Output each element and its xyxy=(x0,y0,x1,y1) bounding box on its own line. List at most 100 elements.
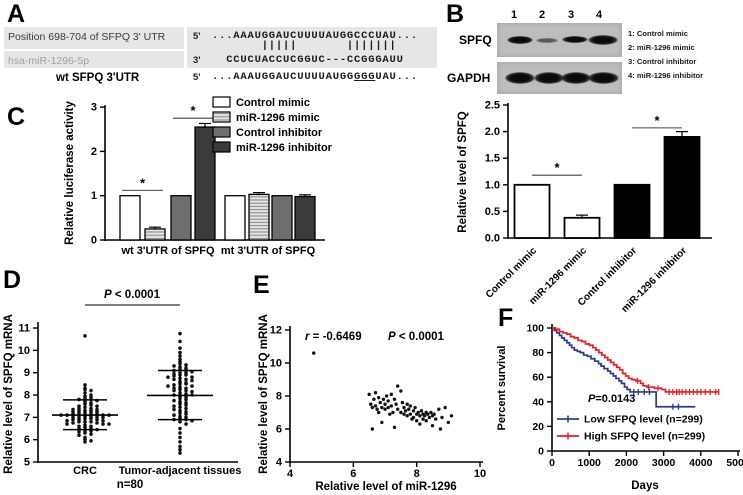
svg-text:4000: 4000 xyxy=(689,457,713,469)
svg-text:Control inhibitor: Control inhibitor xyxy=(236,127,323,139)
lane-number-2: 2 xyxy=(538,9,546,21)
seq-row1-end: 5' xyxy=(193,31,201,42)
svg-text:0.0: 0.0 xyxy=(485,233,500,245)
svg-text:3000: 3000 xyxy=(652,457,676,469)
basepair-pipes: ||||| ||||||| xyxy=(212,40,397,52)
chart-e-correlation-scatter: 4 6 8 10 12 4 6 8 10 r = -0.6469 P < 0.0001 Relativ… xyxy=(258,314,486,493)
blot-spfq-label: SPFQ xyxy=(459,33,492,47)
svg-text:miR-1296 inhibitor: miR-1296 inhibitor xyxy=(236,142,333,154)
svg-text:8: 8 xyxy=(414,468,420,480)
svg-text:40: 40 xyxy=(532,396,544,408)
spfq-band-lane4 xyxy=(588,35,618,45)
svg-text:Relative level of SPFQ mRNA: Relative level of SPFQ mRNA xyxy=(258,314,270,474)
svg-text:Days: Days xyxy=(631,480,659,492)
svg-text:4: 4 xyxy=(287,468,294,480)
svg-text:10: 10 xyxy=(474,468,486,480)
panel-a-label: A xyxy=(7,0,26,28)
spfq-band-lane2 xyxy=(536,38,558,43)
lane-number-3: 3 xyxy=(567,9,575,21)
svg-text:2000: 2000 xyxy=(615,457,639,469)
seq-row1-name: Position 698-704 of SFPQ 3' UTR xyxy=(8,31,166,43)
svg-text:7: 7 xyxy=(24,412,30,424)
svg-text:r = -0.6469: r = -0.6469 xyxy=(305,331,362,343)
svg-text:P=0.0143: P=0.0143 xyxy=(588,393,635,405)
blot-strip-spfq xyxy=(497,23,622,57)
chart-d-mrna-dotplot: 5 6 7 8 9 10 11 CRC Tumor-adjacent tissues P < 0.… xyxy=(3,289,242,491)
blot-legend-1: 1: Control mimic xyxy=(628,29,688,38)
seq-row2-name: hsa-miR-1296-5p xyxy=(8,55,90,67)
svg-text:11: 11 xyxy=(18,323,30,335)
svg-text:6: 6 xyxy=(350,468,356,480)
svg-text:Relative level of SPFQ mRNA: Relative level of SPFQ mRNA xyxy=(3,314,15,474)
svg-text:0: 0 xyxy=(538,446,544,458)
svg-text:9: 9 xyxy=(24,367,30,379)
svg-text:6: 6 xyxy=(24,434,30,446)
wt-sequence: ...AAAUGGAUCUUUUAUGGGGGUAU... xyxy=(212,71,418,83)
blot-strip-gapdh xyxy=(497,62,622,94)
svg-text:20: 20 xyxy=(532,421,544,433)
seq-row3-end: 5' xyxy=(193,72,201,83)
svg-text:10: 10 xyxy=(18,345,30,357)
chart-c-luciferase-bars: 0 1 2 3 * * wt 3'UTR of SPFQ mt 3'UTR of SPFQ Re… xyxy=(64,96,333,257)
svg-text:Relative level of miR-1296: Relative level of miR-1296 xyxy=(315,481,456,493)
svg-text:n=80: n=80 xyxy=(117,479,144,491)
svg-text:60: 60 xyxy=(532,372,544,384)
svg-text:0.5: 0.5 xyxy=(485,206,500,218)
lane-number-4: 4 xyxy=(595,9,603,21)
svg-text:1.0: 1.0 xyxy=(485,179,500,191)
svg-text:Relative luciferase activity: Relative luciferase activity xyxy=(64,100,76,244)
svg-text:100: 100 xyxy=(526,323,544,335)
chart-b-spfq-level-bars: 0.00.51.01.52.02.5**Control mimicmiR-129… xyxy=(457,100,712,315)
gapdh-band-lane2 xyxy=(534,72,564,84)
svg-text:CRC: CRC xyxy=(73,465,97,477)
svg-text:Relative level of SPFQ: Relative level of SPFQ xyxy=(457,111,469,232)
svg-text:80: 80 xyxy=(532,347,544,359)
seq-row2-bg xyxy=(4,51,184,68)
seq-row3-name: wt SFPQ 3'UTR xyxy=(56,72,140,84)
svg-text:2.5: 2.5 xyxy=(485,100,500,112)
mirna-sequence: CCUCUACCUCGGUC---CCGGGAUU xyxy=(212,54,404,66)
svg-text:Low SFPQ level (n=299): Low SFPQ level (n=299) xyxy=(584,414,703,426)
panel-c-label: C xyxy=(7,103,26,131)
svg-text:1.5: 1.5 xyxy=(485,153,500,165)
svg-text:Tumor-adjacent tissues: Tumor-adjacent tissues xyxy=(119,465,242,477)
gapdh-band-lane3 xyxy=(561,72,591,84)
svg-text:*: * xyxy=(554,160,560,175)
panel-e-label: E xyxy=(253,271,270,299)
svg-text:miR-1296 mimic: miR-1296 mimic xyxy=(236,112,320,124)
target-sequence: ...AAAUGGAUCUUUUAUGGCCCUAU... xyxy=(212,30,418,42)
svg-text:*: * xyxy=(140,175,146,190)
panel-d-label: D xyxy=(3,266,22,294)
wt-sequence-underlined: GGG xyxy=(354,71,376,83)
seq-row2-end: 3' xyxy=(193,55,201,66)
seq-row1-bg xyxy=(4,27,184,49)
svg-text:8: 8 xyxy=(24,390,30,402)
svg-text:Control mimic: Control mimic xyxy=(236,97,310,109)
lane-number-1: 1 xyxy=(510,9,518,21)
spfq-band-lane1 xyxy=(507,36,533,44)
svg-text:3: 3 xyxy=(91,102,97,114)
svg-text:10: 10 xyxy=(270,358,282,370)
svg-text:2.0: 2.0 xyxy=(485,126,500,138)
svg-text:0: 0 xyxy=(91,235,97,247)
blot-gapdh-label: GAPDH xyxy=(447,71,491,85)
svg-text:P < 0.0001: P < 0.0001 xyxy=(388,331,445,343)
gapdh-band-lane4 xyxy=(588,72,619,84)
svg-text:mt 3'UTR of SPFQ: mt 3'UTR of SPFQ xyxy=(221,245,316,257)
svg-text:1: 1 xyxy=(91,190,97,202)
svg-text:1000: 1000 xyxy=(578,457,602,469)
spfq-band-lane3 xyxy=(562,36,588,43)
svg-text:P < 0.0001: P < 0.0001 xyxy=(104,289,161,301)
svg-text:5: 5 xyxy=(24,457,30,469)
svg-text:0: 0 xyxy=(549,457,555,469)
gapdh-band-lane1 xyxy=(505,72,535,84)
svg-text:*: * xyxy=(654,113,660,128)
svg-text:wt 3'UTR of SPFQ: wt 3'UTR of SPFQ xyxy=(120,245,215,257)
panel-b-label: B xyxy=(446,0,465,28)
chart-f-survival-curves: 020406080100010002000300040005000P=0.014… xyxy=(496,323,743,493)
svg-text:12: 12 xyxy=(270,325,282,337)
panel-f-label: F xyxy=(498,304,514,332)
svg-text:4: 4 xyxy=(276,457,283,469)
seq-block-bg xyxy=(187,27,437,68)
